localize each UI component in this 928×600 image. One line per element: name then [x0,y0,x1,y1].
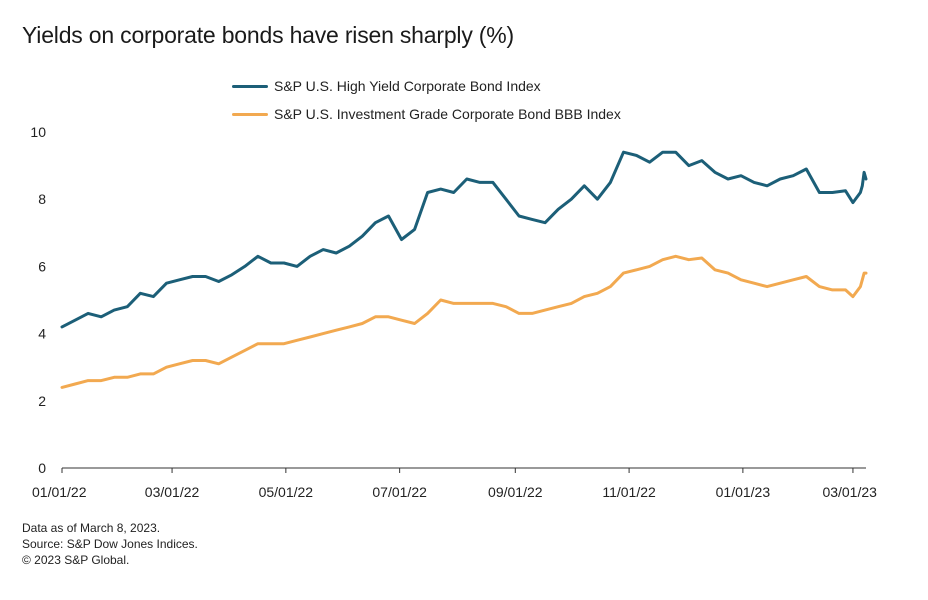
series-line-high-yield [60,150,868,329]
legend-label-investment-grade: S&P U.S. Investment Grade Corporate Bond… [274,106,621,122]
x-tick-label: 07/01/22 [372,484,427,500]
y-tick-label: 8 [38,191,46,207]
legend-swatch-high-yield [232,84,268,88]
legend-item-investment-grade: S&P U.S. Investment Grade Corporate Bond… [232,100,621,128]
y-tick-label: 0 [38,460,46,476]
chart-legend: S&P U.S. High Yield Corporate Bond Index… [232,72,621,128]
series-line-investment-grade [60,254,868,389]
footnotes: Data as of March 8, 2023. Source: S&P Do… [22,520,198,568]
y-axis: 0 2 4 6 8 10 [30,124,46,476]
x-tick-label: 03/01/23 [822,484,877,500]
series-lines [60,150,868,389]
x-tick-label: 01/01/22 [32,484,87,500]
y-tick-label: 10 [30,124,46,140]
legend-item-high-yield: S&P U.S. High Yield Corporate Bond Index [232,72,621,100]
y-tick-label: 4 [38,326,46,342]
footnote-source: Source: S&P Dow Jones Indices. [22,537,198,551]
x-tick-label: 11/01/22 [602,484,656,500]
x-tick-label: 09/01/22 [488,484,543,500]
line-chart: 0 2 4 6 8 10 01/01/22 03/01/22 05/01/22 07/01/22… [30,124,877,500]
legend-label-high-yield: S&P U.S. High Yield Corporate Bond Index [274,78,541,94]
footnote-copyright: © 2023 S&P Global. [22,553,130,567]
x-tick-label: 03/01/22 [145,484,200,500]
x-axis: 01/01/22 03/01/22 05/01/22 07/01/22 09/01/22… [32,468,877,500]
x-tick-label: 05/01/22 [259,484,314,500]
legend-swatch-investment-grade [232,112,268,116]
footnote-data-date: Data as of March 8, 2023. [22,521,161,535]
chart-title: Yields on corporate bonds have risen sha… [22,22,514,48]
y-tick-label: 6 [38,258,46,274]
x-tick-label: 01/01/23 [716,484,771,500]
y-tick-label: 2 [38,393,46,409]
